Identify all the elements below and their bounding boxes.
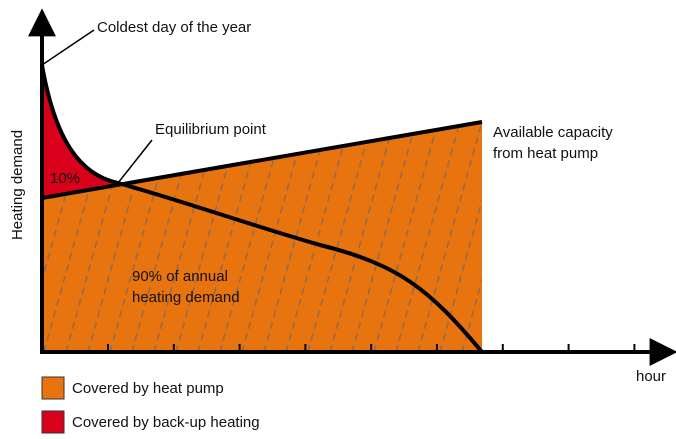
annotation: heating demand — [132, 289, 240, 306]
annotation: Available capacity — [493, 124, 613, 141]
legend-swatch — [41, 376, 65, 400]
annotation: Coldest day of the year — [97, 19, 251, 36]
x-axis-label: hour — [636, 368, 666, 385]
hatch-line — [417, 122, 482, 352]
leader-line — [41, 29, 95, 66]
annotation: Equilibrium point — [155, 121, 267, 138]
annotation: from heat pump — [493, 145, 598, 162]
hatch-line — [395, 122, 467, 352]
heat-pump-area — [42, 122, 482, 352]
demand-curve — [40, 64, 484, 354]
hatch-line — [351, 122, 423, 352]
hatch-line — [329, 122, 401, 352]
legend: Covered by heat pump Covered by back-up h… — [41, 376, 260, 434]
hatch-line — [373, 122, 445, 352]
leader-line — [117, 139, 153, 184]
y-axis-label: Heating demand — [9, 130, 26, 240]
legend-label: Covered by back-up heating — [72, 414, 260, 431]
legend-swatch — [41, 410, 65, 434]
x-ticks — [107, 344, 636, 352]
capacity-line — [41, 120, 483, 200]
legend-label: Covered by heat pump — [72, 380, 224, 397]
annotation: 90% of annual — [132, 268, 228, 285]
annotation: 10% — [50, 170, 80, 187]
backup-area — [42, 65, 118, 198]
